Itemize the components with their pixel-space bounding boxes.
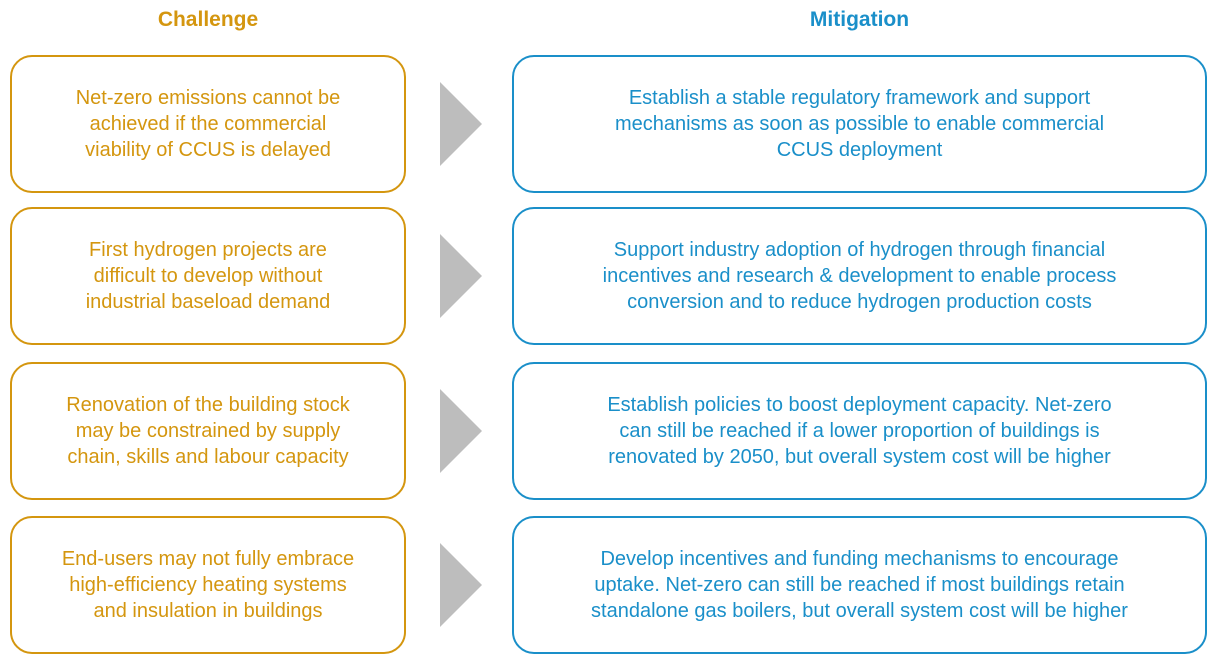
mitigation-text-line: Develop incentives and funding mechanism… [600,548,1119,570]
arrow [440,234,482,318]
arrow-shape [440,234,482,318]
mitigation-text-line: Establish a stable regulatory framework … [628,87,1091,109]
mitigation-text-line: can still be reached if a lower proporti… [619,420,1100,442]
mitigation-box: Support industry adoption of hydrogen th… [512,207,1207,345]
challenge-box: Renovation of the building stock may be c… [10,362,406,500]
mitigation-box: Develop incentives and funding mechanism… [512,516,1207,654]
challenge-text-line: Renovation of the building stock [66,394,350,416]
arrow-shape [440,82,482,166]
mitigation-text-line: renovated by 2050, but overall system co… [608,446,1111,468]
challenge-box: End-users may not fully embrace high-effi… [10,516,406,654]
challenge-text-line: Net-zero emissions cannot be [75,87,341,109]
mitigation-text-line: standalone gas boilers, but overall syst… [591,600,1128,622]
arrow [440,82,482,166]
mitigation-text-line: conversion and to reduce hydrogen produc… [627,291,1092,313]
challenge-text-line: industrial baseload demand [85,291,331,313]
challenge-text-line: and insulation in buildings [93,600,323,622]
arrow [440,389,482,473]
challenge-text-line: high-efficiency heating systems [69,574,347,596]
mitigation-box: Establish policies to boost deployment c… [512,362,1207,500]
arrow-shape [440,389,482,473]
mitigation-box: Establish a stable regulatory framework … [512,55,1207,193]
mitigation-text-line: incentives and research & development to… [602,265,1117,287]
challenge-text-line: chain, skills and labour capacity [67,446,349,468]
challenge-text-line: may be constrained by supply [75,420,341,442]
mitigation-text-line: mechanisms as soon as possible to enable… [614,113,1105,135]
challenge-text-line: achieved if the commercial [89,113,327,135]
arrow-shape [440,543,482,627]
challenge-text-line: difficult to develop without [93,265,323,287]
mitigation-header: Mitigation [809,8,910,31]
mitigation-text-line: CCUS deployment [776,139,943,161]
challenge-text-line: viability of CCUS is delayed [85,139,331,161]
challenge-box: First hydrogen projects are difficult to … [10,207,406,345]
challenge-box: Net-zero emissions cannot be achieved if … [10,55,406,193]
challenge-text-line: First hydrogen projects are [89,239,327,261]
mitigation-text-line: uptake. Net-zero can still be reached if… [594,574,1125,596]
challenge-text-line: End-users may not fully embrace [61,548,355,570]
challenge-header: Challenge [157,8,259,31]
arrow [440,543,482,627]
mitigation-text-line: Establish policies to boost deployment c… [607,394,1112,416]
mitigation-text-line: Support industry adoption of hydrogen th… [613,239,1106,261]
